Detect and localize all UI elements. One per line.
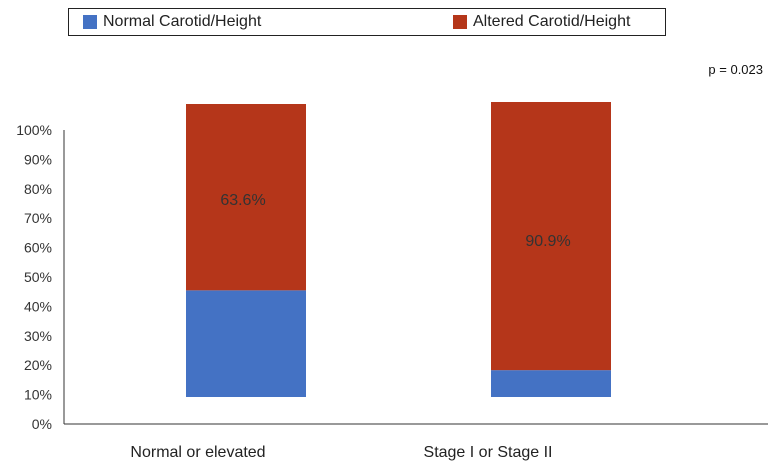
y-tick-label: 0% — [32, 416, 52, 432]
y-tick-label: 70% — [24, 210, 52, 226]
y-tick-label: 30% — [24, 328, 52, 344]
y-tick-label: 50% — [24, 269, 52, 285]
legend-label-altered: Altered Carotid/Height — [473, 13, 631, 30]
bar-segment-altered — [491, 102, 611, 371]
y-tick-label: 80% — [24, 181, 52, 197]
y-tick-label: 40% — [24, 298, 52, 314]
data-label: 63.6% — [220, 192, 265, 209]
bar-segment-normal — [491, 370, 611, 397]
bar-segment-normal — [186, 290, 306, 397]
x-category-label: Stage I or Stage II — [424, 444, 553, 461]
y-tick-label: 20% — [24, 357, 52, 373]
legend: Normal Carotid/Height Altered Carotid/He… — [68, 8, 666, 36]
y-tick-label: 100% — [16, 122, 52, 138]
p-value-annotation: p = 0.023 — [708, 62, 763, 77]
legend-swatch-altered — [453, 15, 467, 29]
bar-segment-altered — [186, 104, 306, 291]
y-tick-label: 90% — [24, 151, 52, 167]
x-category-label: Normal or elevated — [130, 444, 265, 461]
legend-item-altered: Altered Carotid/Height — [453, 13, 630, 31]
y-tick-label: 10% — [24, 387, 52, 403]
legend-item-normal: Normal Carotid/Height — [83, 13, 261, 31]
legend-label-normal: Normal Carotid/Height — [103, 13, 262, 30]
legend-swatch-normal — [83, 15, 97, 29]
y-tick-label: 60% — [24, 240, 52, 256]
data-label: 90.9% — [525, 233, 570, 250]
